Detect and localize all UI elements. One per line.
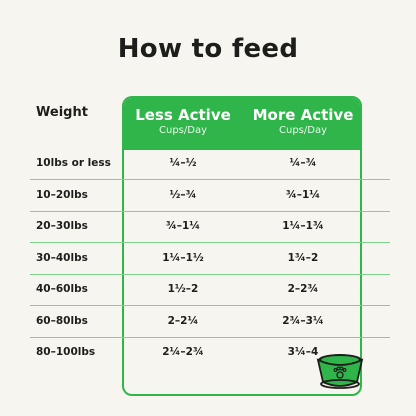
less-active-amount: ¼–½: [169, 157, 197, 169]
more-active-amount: 1¼–1¾: [282, 220, 324, 232]
table-row: 10–20lbs ½–¾ ¾–1¼: [0, 182, 416, 212]
table-row: 30–40lbs 1¼–1½ 1¾–2: [0, 245, 416, 275]
table-row: 40–60lbs 1½–2 2–2¾: [0, 276, 416, 306]
weight-range-label: 20–30lbs: [36, 220, 88, 232]
less-active-unit: Cups/Day: [159, 125, 207, 136]
weight-column-header: Weight: [36, 105, 88, 120]
row-divider: [30, 305, 390, 306]
weight-range-label: 40–60lbs: [36, 283, 88, 295]
less-active-amount: ½–¾: [169, 188, 197, 201]
table-row: 10lbs or less ¼–½ ¼–¾: [0, 150, 416, 180]
row-divider: [30, 179, 390, 180]
less-active-amount: 1¼–1½: [162, 251, 204, 264]
less-active-amount: ¾–1¼: [165, 220, 201, 232]
less-active-amount: 1½–2: [167, 283, 199, 295]
row-divider: [30, 242, 390, 243]
row-divider: [30, 336, 390, 338]
weight-range-label: 10–20lbs: [36, 188, 88, 201]
less-active-amount: 2–2¼: [167, 314, 199, 327]
table-row: 80–100lbs 2¼–2¾ 3¼–4: [0, 339, 416, 369]
weight-range-label: 60–80lbs: [36, 314, 88, 327]
less-active-amount: 2¼–2¾: [162, 346, 204, 358]
more-active-amount: 1¾–2: [287, 251, 319, 264]
columns-header: Less Active Cups/Day More Active Cups/Da…: [124, 98, 360, 150]
more-active-amount: 2¾–3¼: [282, 314, 324, 327]
feeding-columns-frame: Less Active Cups/Day More Active Cups/Da…: [122, 96, 362, 396]
weight-range-label: 80–100lbs: [36, 346, 96, 358]
less-active-header: Less Active: [135, 106, 231, 124]
more-active-amount: 2–2¾: [287, 283, 319, 295]
table-row: 60–80lbs 2–2¼ 2¾–3¼: [0, 308, 416, 338]
page-title: How to feed: [117, 34, 299, 64]
more-active-unit: Cups/Day: [279, 125, 327, 136]
dog-bowl-paw-icon: [316, 354, 364, 389]
row-divider: [30, 273, 390, 275]
weight-range-label: 30–40lbs: [36, 251, 88, 264]
more-active-amount: 3¼–4: [287, 346, 319, 358]
more-active-amount: ¾–1¼: [285, 188, 321, 201]
more-active-header: More Active: [252, 106, 354, 124]
table-row: 20–30lbs ¾–1¼ 1¼–1¾: [0, 213, 416, 243]
more-active-amount: ¼–¾: [289, 157, 317, 169]
weight-range-label: 10lbs or less: [36, 157, 111, 169]
row-divider: [30, 210, 390, 212]
